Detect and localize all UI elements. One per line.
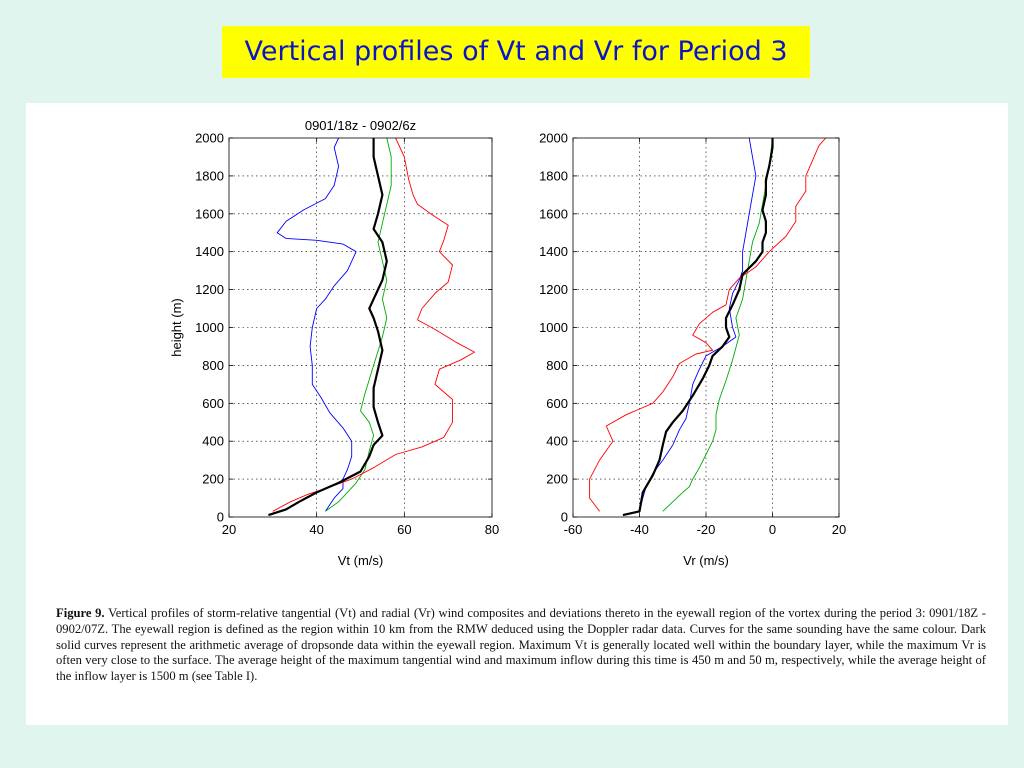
series-line-1 [639, 137, 757, 512]
series-line-3 [589, 137, 827, 512]
y-tick-label: 1600 [539, 206, 568, 221]
x-tick-label: 20 [832, 522, 846, 537]
x-axis-label: Vt (m/s) [338, 553, 384, 568]
x-tick-label: 60 [397, 522, 411, 537]
series-line-2 [325, 137, 392, 512]
y-tick-label: 0 [561, 510, 568, 525]
figure-charts: 20 40 60 8002004006008001000120014001600180… [169, 118, 846, 569]
y-tick-label: 1800 [195, 168, 224, 183]
y-tick-label: 800 [202, 358, 224, 373]
y-tick-label: 2000 [195, 131, 224, 146]
x-tick-label: 0 [769, 522, 776, 537]
y-tick-label: 2000 [539, 131, 568, 146]
x-tick-label: -60 [564, 522, 583, 537]
chart-1: 20 40 60 8002004006008001000120014001600180… [169, 118, 499, 568]
y-tick-label: 200 [546, 472, 568, 487]
caption-text: Vertical profiles of storm-relative tang… [56, 606, 986, 684]
y-tick-label: 1400 [195, 244, 224, 259]
y-tick-label: 200 [202, 472, 224, 487]
series-line-4 [622, 138, 774, 517]
y-tick-label: 1000 [539, 320, 568, 335]
x-tick-label: 40 [309, 522, 323, 537]
y-tick-label: 0 [217, 510, 224, 525]
y-tick-label: 600 [202, 396, 224, 411]
x-tick-label: -20 [697, 522, 716, 537]
series-line-3 [272, 137, 475, 512]
y-axis-label: height (m) [169, 298, 184, 357]
series-line-1 [276, 137, 357, 512]
slide-title: Vertical profiles of Vt and Vr for Perio… [222, 26, 810, 78]
y-tick-label: 600 [546, 396, 568, 411]
chart-2: -60 -40 -20 0 200200400600800100012001400160… [539, 131, 846, 569]
figure-panel: 20 40 60 80 0 200 400 600 800 1000 1200 1400 1600 180… [26, 103, 1008, 725]
y-tick-label: 400 [202, 434, 224, 449]
x-tick-label: -40 [630, 522, 649, 537]
series-line-4 [268, 138, 388, 517]
y-tick-label: 1400 [539, 244, 568, 259]
y-tick-label: 1600 [195, 206, 224, 221]
caption-label: Figure 9. [56, 606, 105, 620]
y-tick-label: 400 [546, 434, 568, 449]
chart-title: 0901/18z - 0902/6z [305, 118, 416, 133]
y-tick-label: 1800 [539, 168, 568, 183]
x-tick-label: 80 [485, 522, 499, 537]
y-tick-label: 1200 [539, 282, 568, 297]
y-tick-label: 1200 [195, 282, 224, 297]
figure-caption: Figure 9. Vertical profiles of storm-rel… [56, 606, 986, 685]
y-tick-label: 1000 [195, 320, 224, 335]
series-line-2 [662, 137, 773, 512]
y-tick-label: 800 [546, 358, 568, 373]
x-tick-label: 20 [222, 522, 236, 537]
x-axis-label: Vr (m/s) [683, 553, 729, 568]
